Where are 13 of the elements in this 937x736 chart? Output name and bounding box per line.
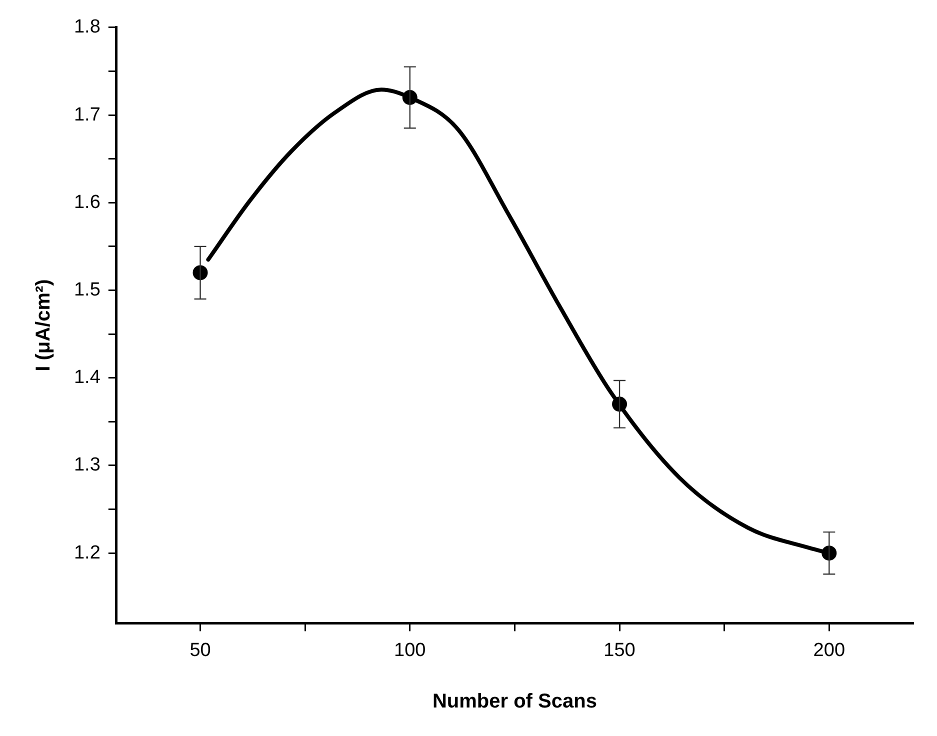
x-tick-label: 50: [190, 640, 211, 661]
y-tick-label: 1.2: [74, 542, 100, 564]
y-tick-label: 1.8: [74, 16, 100, 38]
y-tick-label: 1.5: [74, 279, 100, 300]
x-tick-label: 150: [604, 640, 636, 661]
y-tick-label: 1.6: [74, 192, 100, 213]
x-tick-label: 100: [394, 640, 426, 661]
x-axis-title: Number of Scans: [432, 690, 597, 713]
x-tick-label: 200: [813, 640, 845, 661]
y-tick-label: 1.7: [74, 104, 100, 126]
y-tick-label: 1.4: [74, 367, 101, 388]
y-axis-title: I (μA/cm²): [32, 279, 55, 372]
y-tick-label: 1.3: [74, 454, 100, 476]
